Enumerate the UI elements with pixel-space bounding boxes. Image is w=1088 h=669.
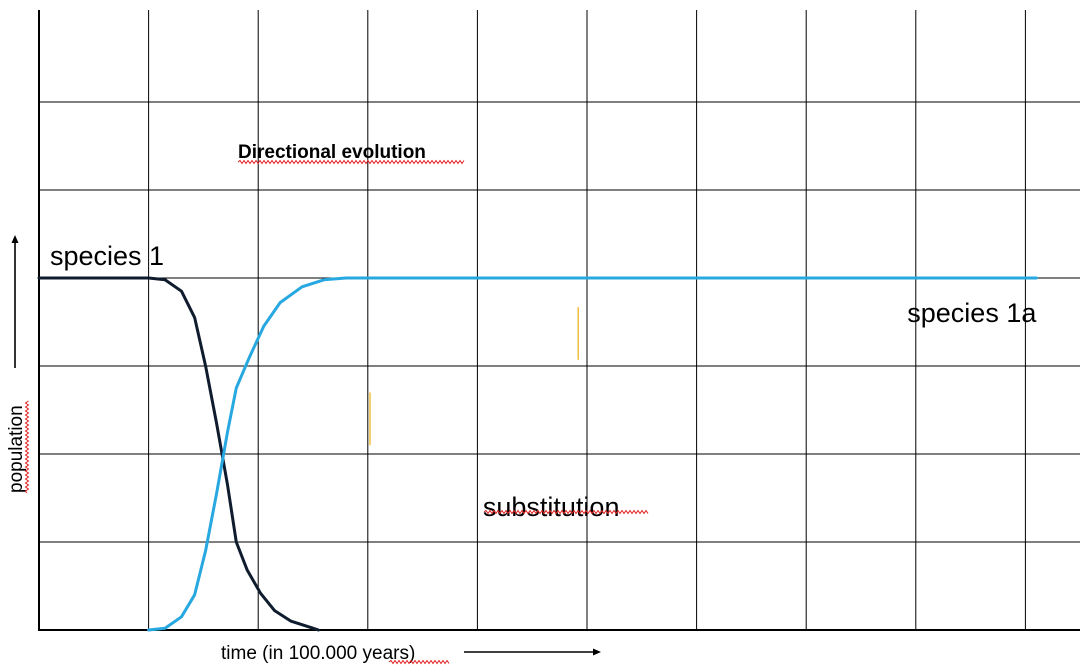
spellcheck-underline-years	[388, 659, 450, 665]
axes	[38, 10, 1080, 631]
axis-arrows	[11, 235, 601, 656]
y-axis-label: population	[6, 405, 27, 493]
y-axis-arrow-icon	[11, 235, 19, 368]
x-axis-arrow-icon	[464, 648, 601, 656]
chart-title: Directional evolution	[238, 142, 426, 163]
series-line-species-1	[37, 276, 320, 632]
spellcheck-underline-population	[24, 400, 30, 494]
spellcheck-underline-substitution	[483, 509, 649, 515]
series-line-species-1a	[147, 276, 1038, 632]
x-axis-label: time (in 100.000 years)	[221, 643, 415, 664]
spellcheck-underline-title	[237, 159, 465, 165]
spellcheck-underlines	[24, 159, 649, 665]
series-label-species-1a: species 1a	[907, 298, 1037, 328]
annotation-marks	[369, 307, 579, 446]
annotation-substitution: substitution	[483, 492, 620, 522]
series-label-species-1: species 1	[50, 241, 164, 271]
series-lines	[37, 276, 1038, 632]
series-labels: species 1 species 1a	[50, 241, 1037, 328]
